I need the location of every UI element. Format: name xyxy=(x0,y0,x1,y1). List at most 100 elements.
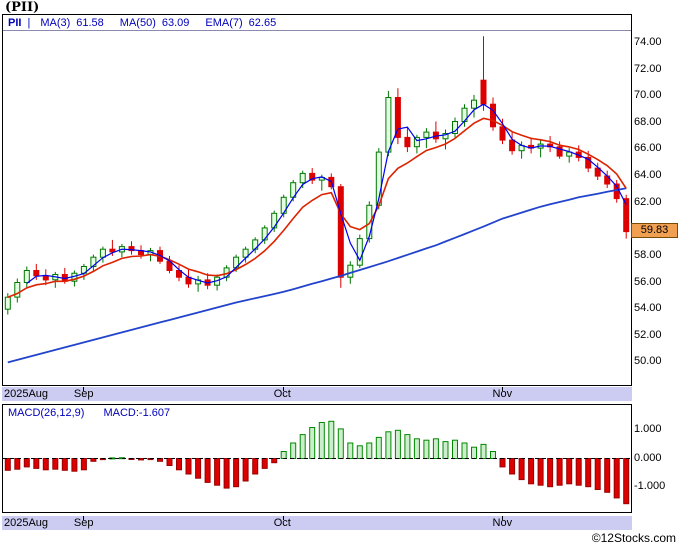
month-label: Oct xyxy=(273,388,291,400)
candle-body xyxy=(452,121,458,134)
price-chart-svg xyxy=(4,36,630,364)
macd-bar xyxy=(566,458,573,485)
macd-params: MACD(26,12,9) xyxy=(8,407,85,419)
candle-body xyxy=(480,79,487,105)
macd-bar xyxy=(385,431,392,460)
macd-value: MACD:-1.607 xyxy=(103,407,171,419)
macd-histogram xyxy=(4,420,630,505)
macd-bar xyxy=(518,458,525,481)
macd-bar xyxy=(490,451,496,459)
month-label: Nov xyxy=(492,388,513,400)
chart-legend: PII | MA(3) 61.58 MA(50) 63.09 EMA(7) 62.65 xyxy=(3,15,631,31)
macd-bar xyxy=(328,420,335,459)
macd-bar xyxy=(52,458,59,470)
candle-body xyxy=(509,139,516,152)
macd-bar xyxy=(14,458,21,470)
macd-bar xyxy=(585,458,592,488)
candle-body xyxy=(242,248,249,258)
candle-body xyxy=(337,186,344,278)
macd-bar xyxy=(233,458,240,488)
legend-item-ma50: MA(50) 63.09 xyxy=(120,17,190,29)
macd-axis-label: 1.000 xyxy=(634,423,662,436)
axis-tick xyxy=(501,516,503,520)
ma3-line xyxy=(26,103,627,284)
candle-body xyxy=(347,264,354,278)
macd-bar xyxy=(242,458,249,482)
macd-bar xyxy=(394,429,401,459)
axis-tick xyxy=(282,387,284,391)
macd-bar xyxy=(604,458,611,493)
legend-ma50-label: MA(50) xyxy=(119,16,156,29)
macd-bar xyxy=(223,458,230,489)
macd-axis: 1.000 0.000 -1.000 xyxy=(634,404,680,513)
date-axis-bottom: 2025Aug Sep Oct Nov xyxy=(2,516,632,530)
macd-bar xyxy=(556,458,563,486)
month-label: Oct xyxy=(273,517,291,529)
candle-body xyxy=(14,282,21,298)
candle-body xyxy=(394,97,401,138)
candle-body xyxy=(99,248,106,258)
macd-bar xyxy=(575,458,582,486)
macd-bar xyxy=(356,445,363,459)
macd-bar xyxy=(318,422,325,459)
macd-bar xyxy=(4,458,11,471)
macd-bar xyxy=(432,438,439,459)
candle-body xyxy=(271,212,278,229)
price-axis: 74.00 72.00 70.00 68.00 66.00 64.00 62.00 58.00… xyxy=(634,14,680,386)
macd-bar xyxy=(271,458,278,464)
candle-body xyxy=(442,133,449,140)
candle-body xyxy=(594,167,601,177)
month-label: Sep xyxy=(73,388,94,400)
ma50-line xyxy=(7,187,627,364)
price-axis-label: 54.00 xyxy=(634,302,662,315)
candle-body xyxy=(499,126,506,141)
candle-body xyxy=(109,248,116,253)
month-label: Sep xyxy=(73,517,94,529)
legend-ma3-label: MA(3) xyxy=(40,16,71,29)
macd-bar xyxy=(261,458,268,469)
candle-body xyxy=(490,103,496,128)
macd-bar xyxy=(442,441,449,459)
macd-bar xyxy=(480,443,487,460)
macd-bar xyxy=(347,442,354,459)
macd-bar xyxy=(528,458,535,485)
legend-separator: | xyxy=(27,16,31,29)
macd-bar xyxy=(71,458,78,472)
macd-bar xyxy=(366,442,373,459)
macd-bar xyxy=(413,438,420,459)
macd-bar xyxy=(471,446,477,460)
macd-bar xyxy=(375,436,382,460)
candle-body xyxy=(356,238,363,266)
date-axis-top: 2025Aug Sep Oct Nov xyxy=(2,387,632,401)
candle-body xyxy=(423,131,430,138)
legend-ema7-label: EMA(7) xyxy=(205,16,243,29)
macd-bar xyxy=(404,434,411,459)
candle-body xyxy=(128,246,135,252)
macd-bar xyxy=(309,427,316,459)
macd-bar xyxy=(90,458,97,462)
candle-body xyxy=(556,146,563,157)
macd-axis-label: -1.000 xyxy=(634,479,666,492)
macd-bar xyxy=(509,458,516,475)
macd-bar xyxy=(138,458,144,461)
price-axis-label: 62.00 xyxy=(634,195,662,208)
candle-body xyxy=(413,136,420,148)
legend-ma50-value: 63.09 xyxy=(161,16,190,29)
macd-panel: MACD(26,12,9) MACD:-1.607 xyxy=(2,404,632,513)
macd-bar xyxy=(204,458,211,483)
macd-bar xyxy=(195,458,202,479)
candles-layer xyxy=(4,36,630,315)
macd-legend: MACD(26,12,9) MACD:-1.607 xyxy=(8,407,170,419)
macd-bar xyxy=(461,442,468,459)
legend-item-ema7: EMA(7) 62.65 xyxy=(205,17,276,29)
price-axis-label: 64.00 xyxy=(634,169,662,182)
price-chart-panel: PII | MA(3) 61.58 MA(50) 63.09 EMA(7) 62.65 xyxy=(2,14,632,386)
macd-bar xyxy=(176,458,182,471)
copyright: ©12Stocks.com xyxy=(591,531,676,545)
candle-body xyxy=(42,275,49,281)
candle-body xyxy=(585,156,592,169)
axis-tick xyxy=(82,516,84,520)
macd-bar xyxy=(623,458,630,505)
ema7-line xyxy=(7,117,627,298)
